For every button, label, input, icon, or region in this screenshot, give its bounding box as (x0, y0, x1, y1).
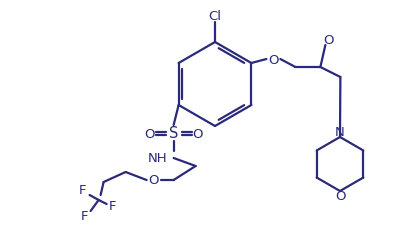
Text: S: S (169, 126, 178, 141)
Text: O: O (148, 174, 159, 187)
Text: F: F (79, 184, 86, 197)
Text: Cl: Cl (209, 9, 221, 22)
Text: NH: NH (148, 152, 168, 165)
Text: N: N (335, 126, 345, 139)
Text: F: F (81, 210, 88, 223)
Text: O: O (192, 127, 203, 140)
Text: O: O (323, 33, 333, 46)
Text: O: O (145, 127, 155, 140)
Text: O: O (268, 53, 279, 66)
Text: F: F (109, 200, 116, 213)
Text: O: O (335, 190, 345, 203)
